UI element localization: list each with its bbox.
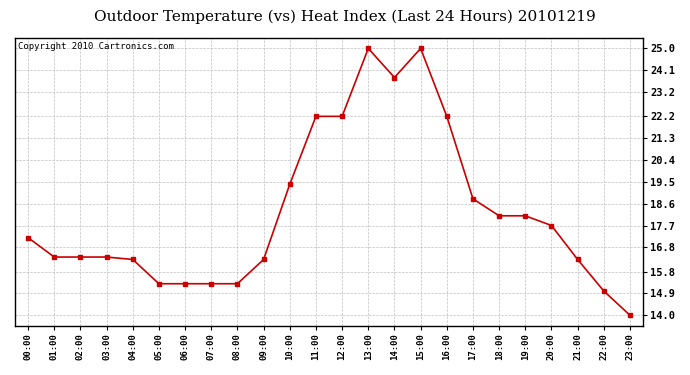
- Text: Copyright 2010 Cartronics.com: Copyright 2010 Cartronics.com: [18, 42, 174, 51]
- Text: Outdoor Temperature (vs) Heat Index (Last 24 Hours) 20101219: Outdoor Temperature (vs) Heat Index (Las…: [94, 9, 596, 24]
